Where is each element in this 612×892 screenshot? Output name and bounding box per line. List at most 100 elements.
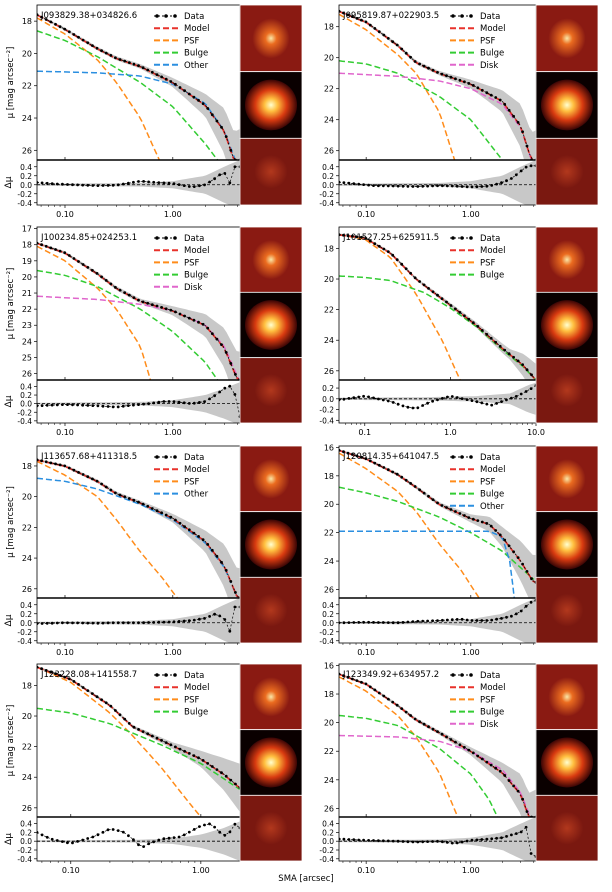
legend-label-other: Other — [480, 502, 505, 512]
residual-point — [475, 185, 479, 189]
residual-image — [550, 374, 584, 407]
psf-line — [339, 233, 461, 380]
data-point — [476, 86, 480, 90]
main-plot-area — [37, 13, 240, 160]
data-point — [368, 23, 372, 27]
data-point — [49, 461, 53, 465]
data-point — [187, 316, 191, 320]
legend-label-data: Data — [480, 671, 500, 681]
residual-point — [177, 183, 181, 187]
panel-J093829.38+034826.6: 18 20 22 24 26 0.40.20.0-0.2-0.4 0.10 1.00 μ [ma… — [4, 4, 303, 219]
residual-point — [45, 403, 49, 407]
y-tick-label: 23 — [22, 321, 32, 330]
residual-point — [208, 615, 212, 618]
residual-point — [61, 182, 64, 186]
legend-marker-data — [173, 14, 177, 18]
data-point — [234, 591, 237, 594]
data-point — [364, 682, 368, 686]
data-point — [368, 459, 372, 463]
res-y-tick-label: 0.2 — [322, 384, 334, 393]
data-point — [382, 33, 386, 37]
data-point — [215, 768, 219, 771]
data-point — [123, 291, 127, 294]
main-plot-area — [37, 241, 240, 380]
data-point — [192, 95, 196, 99]
residual-point — [40, 833, 44, 837]
residual-point — [40, 622, 44, 625]
residual-point — [177, 400, 181, 404]
data-point — [351, 453, 354, 456]
data-point — [132, 296, 136, 299]
data-point — [440, 732, 444, 736]
data-point — [91, 477, 94, 481]
data-point — [123, 495, 127, 499]
legend-label-psf: PSF — [480, 695, 496, 705]
data-point — [100, 49, 103, 53]
psf-line — [37, 666, 202, 817]
data-point — [346, 451, 350, 455]
y-tick-label: 18 — [324, 23, 334, 32]
residual-point — [514, 173, 518, 177]
y-tick-label: 24 — [324, 116, 334, 125]
data-point — [489, 93, 493, 97]
residual-point — [71, 403, 74, 407]
residual-point — [218, 390, 222, 394]
data-point — [382, 247, 386, 251]
model-line — [37, 459, 240, 598]
data-point — [86, 475, 90, 479]
data-point — [373, 27, 377, 30]
data-point — [355, 454, 359, 458]
main-axes-frame — [338, 4, 537, 161]
data-point — [174, 745, 177, 749]
data-point — [224, 774, 228, 778]
data-point — [346, 13, 350, 17]
data-point — [395, 258, 399, 262]
y-tick-label: 22 — [324, 747, 334, 756]
y-tick-label: 22 — [324, 306, 334, 315]
data-point — [395, 43, 399, 47]
residual-point — [445, 618, 449, 622]
res-y-tick-label: -0.2 — [17, 408, 32, 417]
data-point — [418, 62, 421, 66]
residual-point — [86, 837, 90, 840]
data-point — [440, 504, 444, 507]
x-tick-label: 1.00 — [164, 428, 182, 437]
uncertainty-band — [37, 13, 240, 160]
y-tick-label: 24 — [22, 337, 32, 346]
data-point — [44, 460, 48, 464]
data-point — [118, 288, 122, 292]
data-point — [512, 784, 515, 788]
psf-line — [37, 245, 152, 380]
residual-point — [441, 840, 444, 844]
legend-label-psf: PSF — [480, 36, 496, 46]
data-point — [63, 27, 67, 31]
residual-point — [40, 404, 44, 407]
residual-point — [391, 621, 395, 625]
data-point — [427, 287, 430, 290]
residual-point — [126, 404, 130, 407]
data-point — [58, 25, 62, 29]
x-tick-label: 1.00 — [462, 210, 480, 219]
legend-label-data: Data — [184, 453, 204, 463]
residual-point — [116, 621, 120, 625]
data-point — [449, 304, 453, 307]
residual-point — [524, 604, 528, 608]
data-point — [413, 60, 417, 63]
residual-point — [460, 397, 464, 400]
residual-point — [362, 620, 365, 624]
data-point — [449, 508, 453, 511]
data-point — [391, 40, 395, 44]
data-point — [400, 47, 404, 51]
data-point — [224, 568, 228, 572]
data-point — [386, 250, 390, 254]
residual-point — [71, 621, 74, 625]
data-point — [409, 714, 412, 717]
data-point — [485, 333, 489, 336]
residual-point — [436, 184, 439, 188]
legend-marker-data — [173, 673, 177, 677]
residual-point — [396, 621, 400, 625]
data-point — [77, 35, 80, 39]
y-tick-label: 22 — [22, 82, 32, 91]
y-tick-label: 18 — [324, 472, 334, 481]
residual-point — [455, 841, 459, 845]
